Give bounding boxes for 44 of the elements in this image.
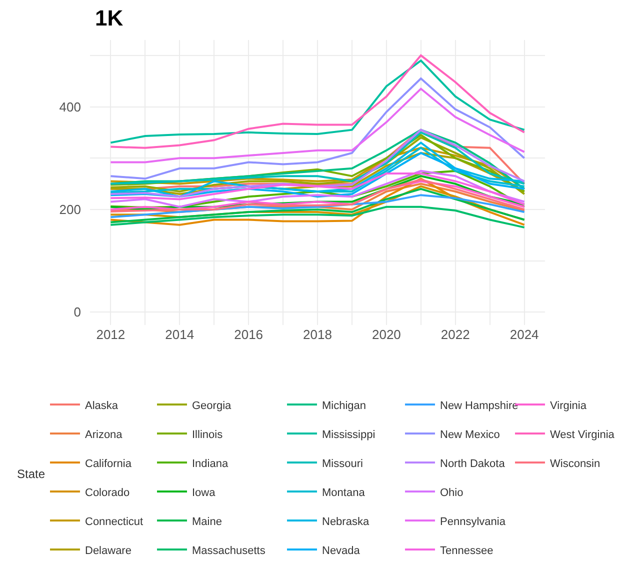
x-tick-label: 2014 [165,327,194,342]
legend-label: Nevada [322,544,361,557]
legend-label: California [85,458,132,470]
legend-label: Arizona [85,428,124,441]
legend-label: Ohio [440,486,464,499]
line-series [110,78,526,180]
legend-label: Massachusetts [192,544,266,557]
legend-label: Maine [192,516,222,528]
legend-label: New Mexico [440,428,500,441]
legend-label: Illinois [192,428,224,441]
legend-label: Pennsylvania [440,516,506,528]
x-tick-label: 2012 [96,327,126,342]
x-tick-label: 2016 [234,327,264,342]
line-series [110,88,526,164]
line-series [110,206,526,228]
legend-label: Montana [322,486,366,499]
x-tick-label: 2024 [510,327,539,342]
x-tick-label: 2018 [303,327,332,342]
legend-label: Missouri [322,458,363,470]
legend-label: Indiana [192,458,229,470]
legend-label: Wisconsin [550,458,600,470]
legend-label: Colorado [85,486,130,499]
chart-title: 1K [95,6,124,31]
legend-label: Delaware [85,544,132,557]
legend-label: Tennessee [440,544,494,557]
x-tick-label: 2022 [440,327,470,342]
legend-label: New Hampshire [440,400,518,412]
y-tick-label: 0 [74,304,81,320]
line-series [110,178,526,226]
y-tick-label: 200 [59,202,81,218]
legend-label: Connecticut [85,516,144,528]
legend-label: North Dakota [440,458,506,470]
legend-label: Nebraska [322,516,370,528]
legend-label: West Virginia [550,428,616,441]
y-tick-label: 400 [59,99,81,114]
legend-label: Alaska [85,400,119,412]
legend-title: State [17,467,46,481]
x-tick-label: 2020 [372,327,401,342]
legend-label: Iowa [192,486,216,499]
legend-label: Mississippi [322,428,376,441]
legend-label: Virginia [550,400,588,412]
legend-label: Georgia [192,400,232,412]
line-series [110,194,526,218]
legend-label: Michigan [322,400,366,412]
